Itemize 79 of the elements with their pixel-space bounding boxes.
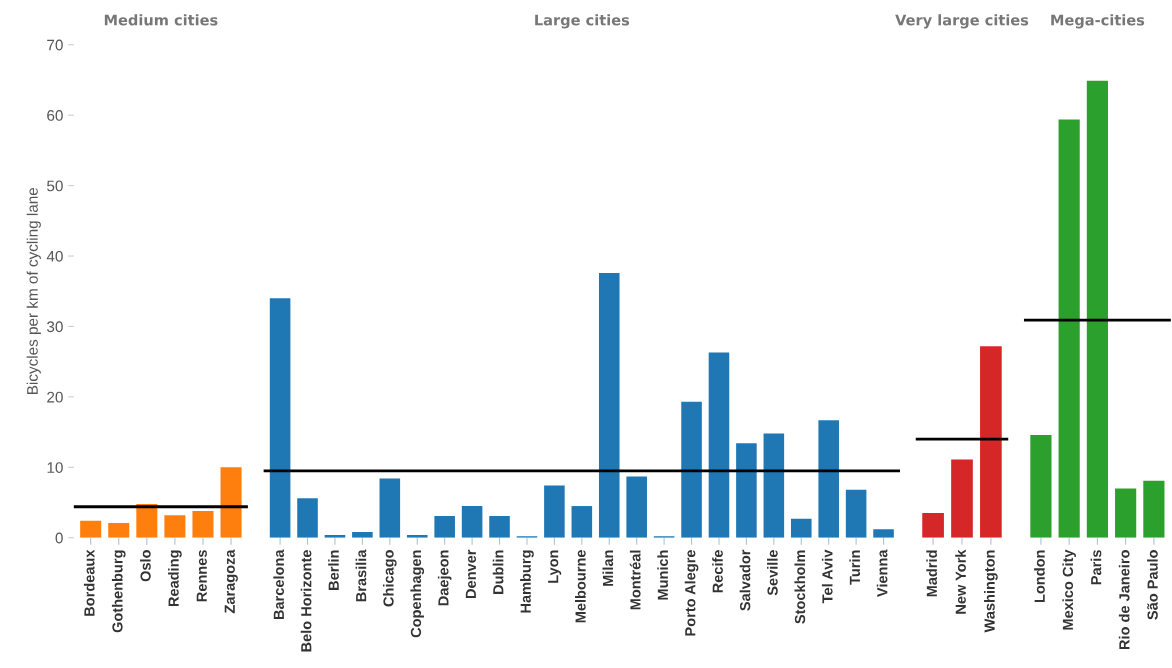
bar [1058, 119, 1080, 538]
bar [708, 352, 730, 538]
chart-title: Medium cities [104, 14, 218, 26]
bar [571, 506, 593, 538]
y-axis-title: Bicycles per km of cycling lane [26, 187, 41, 394]
bar [626, 476, 647, 538]
x-tick-label: Daejeon [437, 550, 452, 606]
bar [352, 532, 373, 538]
bar [818, 420, 839, 538]
x-tick-label: Brasilia [355, 549, 367, 602]
bar [297, 498, 318, 538]
y-tick-label: 50 [47, 180, 63, 192]
bar [489, 515, 510, 538]
bar [763, 433, 785, 538]
y-tick-label: 70 [47, 39, 63, 51]
x-tick-label: Chicago [382, 550, 397, 607]
x-tick-label: London [1034, 550, 1045, 603]
y-tick-label: 10 [47, 462, 63, 473]
x-tick-label: Turin [849, 550, 861, 585]
x-tick-label: Denver [465, 549, 477, 599]
bar [192, 510, 214, 538]
x-tick-label: Oslo [140, 550, 151, 582]
x-tick-label: Belo Horizonte [300, 550, 312, 652]
x-tick-label: Lyon [548, 550, 562, 583]
bar [461, 506, 483, 538]
y-tick-label: 0 [55, 532, 63, 544]
x-tick-label: Tel Aviv [821, 549, 833, 604]
x-tick-label: Washington [984, 550, 998, 633]
y-tick-label: 40 [46, 250, 63, 262]
bar [220, 467, 242, 538]
x-tick-label: Montréal [629, 550, 641, 610]
chart-title: Large cities [535, 14, 630, 29]
y-tick-label: 20 [47, 391, 63, 403]
bar [108, 522, 130, 538]
bar [164, 515, 186, 538]
bar [544, 485, 565, 538]
bar [790, 518, 812, 538]
bar [269, 298, 291, 538]
bar [681, 401, 702, 538]
bar [1115, 488, 1137, 538]
x-tick-label: Mexico City [1062, 549, 1076, 630]
chart-title: Very large cities [895, 14, 1029, 29]
bar [379, 478, 401, 538]
bar [1030, 434, 1052, 538]
x-tick-label: Barcelona [273, 549, 285, 620]
x-tick-label: São Paulo [1147, 550, 1158, 620]
x-tick-label: Bordeaux [83, 549, 95, 616]
x-tick-label: Dublin [492, 550, 504, 594]
x-tick-label: Recife [712, 550, 723, 593]
x-tick-label: Vienna [876, 549, 888, 597]
x-tick-label: Stockholm [794, 550, 806, 624]
x-tick-label: Melbourne [575, 550, 586, 623]
x-tick-label: New York [955, 549, 966, 614]
x-tick-label: Paris [1090, 550, 1102, 585]
x-tick-label: Reading [168, 550, 182, 607]
bar [598, 272, 620, 538]
bar [736, 443, 757, 538]
x-tick-label: Hamburg [520, 550, 534, 613]
bar [1086, 80, 1108, 538]
x-tick-label: Salvador [739, 549, 751, 611]
x-tick-label: Copenhagen [410, 550, 425, 638]
bar [1143, 480, 1165, 538]
x-tick-label: Rio de Janeiro [1118, 550, 1130, 650]
x-tick-label: Gothenburg [111, 550, 126, 633]
y-tick-label: 30 [47, 321, 63, 333]
x-tick-label: Munich [657, 550, 669, 600]
x-tick-label: Madrid [926, 550, 938, 597]
bar [80, 520, 102, 538]
x-tick-label: Milan [602, 550, 614, 586]
y-tick-label: 60 [47, 110, 63, 121]
chart-title: Mega-cities [1051, 14, 1145, 29]
x-tick-label: Zaragoza [224, 549, 238, 614]
x-tick-label: Berlin [328, 550, 339, 590]
x-tick-label: Rennes [196, 550, 207, 602]
x-tick-label: Seville [767, 550, 778, 596]
bar [873, 529, 894, 538]
bar [434, 515, 455, 538]
bar [845, 489, 867, 538]
x-tick-label: Porto Alegre [684, 550, 699, 636]
